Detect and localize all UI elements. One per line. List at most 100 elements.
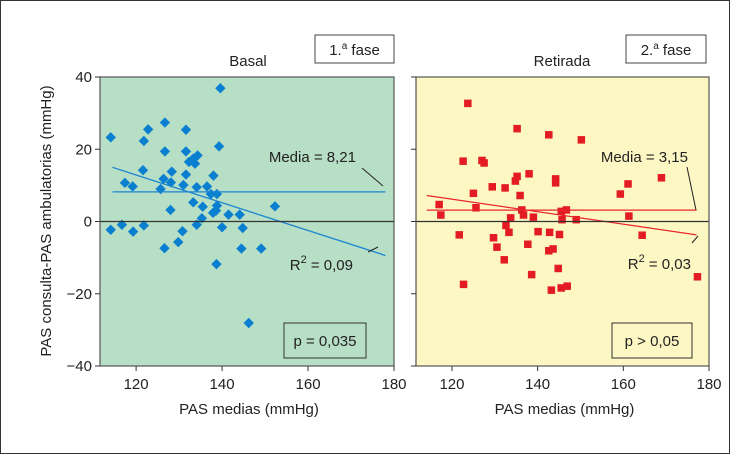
data-points — [435, 99, 702, 294]
y-tick-label: −20 — [67, 286, 92, 303]
fit-lines — [426, 194, 697, 236]
phase-label-box: 2.a fase — [625, 34, 707, 64]
data-point — [213, 141, 225, 152]
data-point — [534, 227, 542, 236]
data-point — [455, 231, 464, 239]
data-point — [557, 284, 565, 292]
x-axis-title: PAS medias (mmHg) — [179, 401, 319, 418]
data-point — [563, 282, 571, 290]
data-point — [105, 132, 116, 143]
fit-lines — [112, 166, 386, 257]
p-value-label: p = 0,035 — [294, 333, 357, 350]
data-point — [480, 159, 488, 167]
data-point — [269, 201, 281, 212]
data-point — [524, 240, 532, 249]
regression-line — [426, 194, 697, 236]
data-point — [189, 158, 201, 169]
data-point — [191, 219, 202, 230]
data-point — [127, 181, 138, 192]
data-point — [488, 183, 496, 191]
data-point — [624, 180, 632, 188]
data-point — [215, 82, 226, 94]
data-point — [459, 280, 468, 289]
data-point — [197, 201, 208, 212]
data-point — [554, 264, 562, 273]
data-point — [138, 220, 150, 231]
data-point — [502, 221, 510, 230]
data-point — [180, 146, 192, 157]
data-point — [558, 215, 566, 224]
data-point — [472, 204, 480, 212]
data-point — [500, 256, 508, 264]
y-tick-label: 40 — [75, 69, 92, 86]
x-tick-label: 120 — [124, 376, 149, 393]
data-point — [527, 270, 536, 279]
panel-title: Retirada — [534, 53, 591, 70]
r-squared-label: R2 = 0,03 — [628, 253, 691, 273]
y-tick-label: 0 — [84, 214, 92, 231]
data-point — [547, 286, 556, 294]
data-point — [223, 209, 234, 220]
data-point — [208, 170, 219, 181]
data-point — [577, 136, 586, 144]
data-point — [105, 224, 116, 236]
data-point — [165, 204, 176, 216]
panel-title: Basal — [229, 53, 267, 70]
data-point — [180, 124, 192, 135]
data-point — [516, 191, 524, 200]
data-point — [464, 99, 472, 108]
r-squared-leader-line — [367, 246, 379, 253]
data-point — [625, 212, 633, 220]
p-value-label: p > 0,05 — [625, 333, 680, 350]
data-point — [255, 243, 267, 254]
p-value-box: p > 0,05 — [611, 322, 693, 359]
data-point — [545, 131, 553, 139]
data-point — [435, 200, 443, 209]
data-point — [551, 175, 560, 183]
data-point — [173, 236, 184, 248]
data-point — [211, 258, 222, 270]
panel-basal: 120 140 160 180 −40 −20 0 20 40 Basal 1.a fase M… — [67, 34, 407, 418]
data-point — [243, 317, 254, 329]
data-point — [236, 243, 247, 254]
data-point — [138, 135, 150, 147]
data-point — [545, 247, 553, 255]
data-point — [638, 231, 646, 239]
y-tick-label: 20 — [75, 141, 92, 158]
data-point — [551, 179, 560, 187]
x-tick-label: 160 — [611, 376, 636, 393]
data-point — [177, 226, 188, 237]
data-point — [166, 166, 177, 177]
data-point — [201, 181, 213, 192]
data-point — [505, 228, 513, 237]
data-point — [207, 207, 219, 219]
data-point — [519, 211, 528, 219]
regression-line — [112, 166, 386, 257]
panel-retirada: 120 140 160 180 Retirada 2.a fase Media = 3… — [411, 34, 722, 418]
mean-label: Media = 8,21 — [269, 149, 356, 166]
mean-label: Media = 3,15 — [601, 149, 688, 166]
data-point — [119, 177, 131, 189]
r-squared-label: R2 = 0,09 — [290, 254, 353, 274]
data-point — [158, 173, 169, 185]
mean-leader-line — [361, 167, 384, 187]
data-point — [142, 124, 154, 135]
data-point — [159, 146, 171, 157]
p-value-box: p = 0,035 — [283, 322, 367, 359]
y-axis-title: PAS consulta-PAS ambulatorias (mmHg) — [38, 85, 55, 356]
data-points — [105, 82, 281, 329]
data-point — [196, 213, 208, 224]
data-point — [693, 273, 702, 281]
data-point — [237, 222, 248, 234]
data-point — [459, 157, 467, 165]
r-squared-leader-line — [691, 235, 699, 244]
data-point — [469, 189, 478, 198]
x-tick-label: 180 — [696, 376, 721, 393]
axes: 120 140 160 180 −40 −20 0 20 40 — [67, 69, 407, 393]
data-point — [557, 207, 565, 216]
phase-label-border — [625, 34, 707, 64]
mean-leader-line — [686, 166, 697, 211]
data-point — [555, 230, 564, 239]
p-value-border — [611, 322, 693, 359]
data-point — [501, 184, 509, 192]
